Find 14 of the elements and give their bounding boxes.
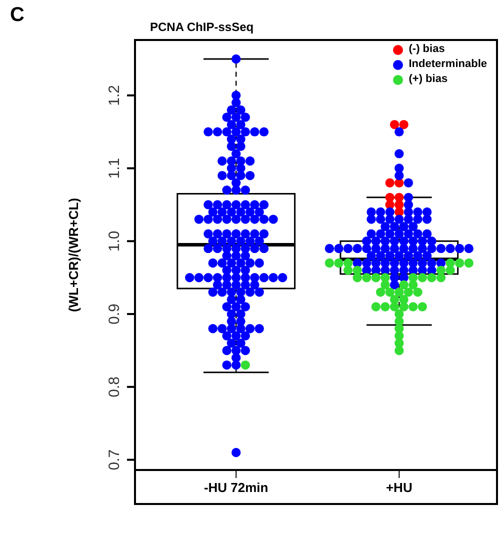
y-axis-title: (WL+CR)/(WR+CL) bbox=[66, 198, 81, 312]
y-tick-label: 0.8 bbox=[106, 376, 123, 398]
x-tick-label: -HU 72min bbox=[204, 480, 268, 495]
legend-label: (+) bias bbox=[408, 72, 448, 87]
legend-label: (-) bias bbox=[408, 42, 445, 57]
y-tick-label: 0.7 bbox=[106, 449, 123, 470]
legend-label: Indeterminable bbox=[408, 57, 487, 72]
y-tick-label: 0.9 bbox=[106, 304, 123, 324]
x-tick-label: +HU bbox=[386, 480, 412, 495]
y-tick-label: 1.1 bbox=[106, 158, 123, 179]
chart-title: PCNA ChIP-ssSeq bbox=[150, 20, 254, 34]
y-tick-label: 1.0 bbox=[106, 230, 123, 252]
text: C bbox=[10, 4, 24, 27]
y-tick-label: 1.2 bbox=[106, 84, 123, 106]
